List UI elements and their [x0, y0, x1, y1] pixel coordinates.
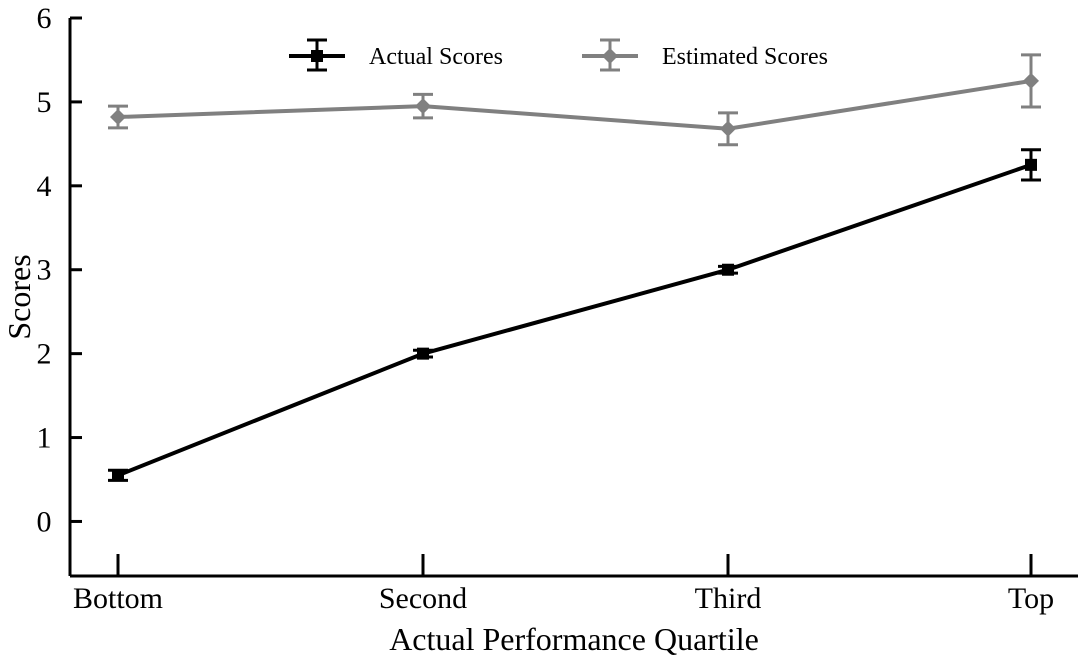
- legend-item: Estimated Scores: [582, 38, 828, 72]
- legend-item: Actual Scores: [289, 38, 503, 72]
- y-tick-label: 0: [37, 505, 52, 538]
- y-axis-title: Scores: [1, 254, 37, 339]
- series-layer: [108, 53, 1041, 482]
- data-point: [415, 98, 431, 115]
- y-tick-label: 3: [37, 254, 52, 287]
- axes: [68, 18, 1078, 578]
- y-ticks: 0 1 2 3 4 5 6: [37, 2, 82, 538]
- y-tick-label: 1: [37, 422, 52, 455]
- y-tick-label: 6: [37, 2, 52, 35]
- data-point: [720, 120, 736, 137]
- x-tick-label: Bottom: [73, 582, 163, 615]
- x-tick-label: Top: [1008, 582, 1054, 615]
- data-point: [1025, 158, 1037, 171]
- legend-label: Actual Scores: [369, 44, 503, 70]
- legend: Actual Scores Estimated Scores: [289, 38, 828, 72]
- legend-label: Estimated Scores: [662, 44, 828, 70]
- data-point: [417, 347, 429, 360]
- x-tick-label: Third: [695, 582, 762, 615]
- legend-marker: [602, 48, 618, 64]
- data-point: [110, 109, 126, 126]
- series-estimated-scores: [108, 53, 1041, 147]
- x-ticks: Bottom Second Third Top: [73, 554, 1054, 615]
- series-line: [117, 78, 1032, 131]
- x-axis-title: Actual Performance Quartile: [389, 621, 759, 657]
- y-tick-label: 4: [37, 170, 52, 203]
- data-point: [1023, 72, 1039, 89]
- series-line: [117, 162, 1032, 478]
- y-tick-label: 5: [37, 86, 52, 119]
- y-tick-label: 2: [37, 338, 52, 371]
- data-point: [112, 469, 124, 482]
- series-actual-scores: [108, 148, 1041, 482]
- x-tick-label: Second: [379, 582, 467, 615]
- data-point: [722, 263, 734, 276]
- legend-marker: [311, 50, 323, 62]
